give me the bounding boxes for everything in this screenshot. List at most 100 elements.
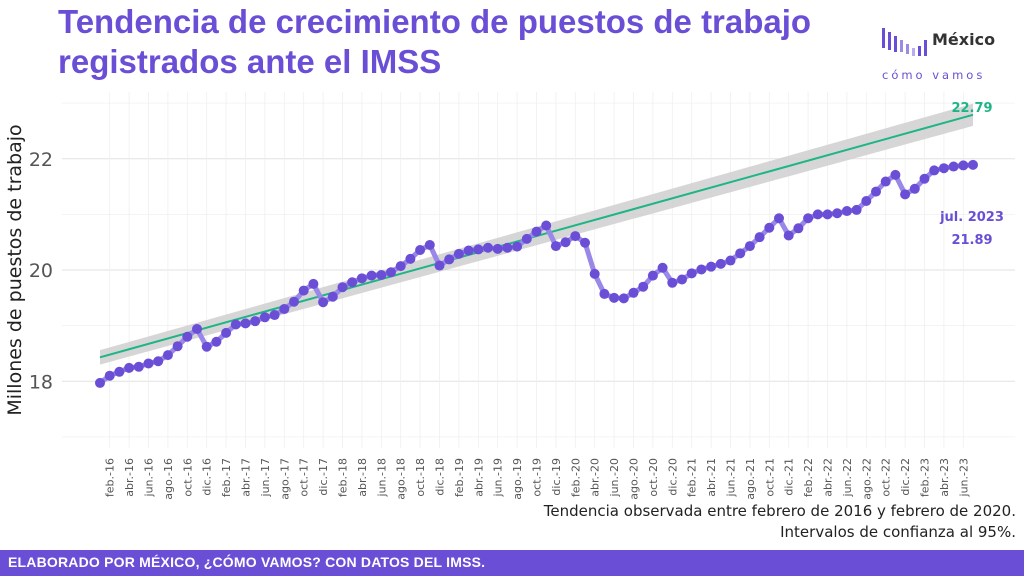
x-tick-label: dic.-19 (550, 458, 563, 496)
data-point (444, 254, 455, 265)
x-tick-label: ago.-20 (628, 458, 641, 500)
data-point (696, 264, 707, 275)
data-point (521, 233, 532, 244)
x-tick-label: oct.-19 (531, 458, 544, 497)
data-point (541, 220, 552, 231)
x-tick-label: jun.-19 (492, 458, 505, 497)
data-point (259, 312, 270, 323)
data-point (677, 274, 687, 285)
data-point (803, 213, 814, 224)
x-tick-label: abr.-18 (356, 458, 369, 497)
data-point (909, 183, 920, 194)
data-point (153, 356, 164, 367)
x-tick-label: abr.-16 (123, 458, 136, 497)
x-tick-label: jun.-16 (143, 458, 156, 497)
data-point (386, 267, 396, 278)
x-tick-label: dic.-22 (899, 458, 912, 496)
data-point (968, 159, 978, 170)
trend-end-label: 22.79 (951, 101, 992, 116)
data-point (628, 287, 639, 298)
data-point (744, 241, 755, 252)
data-point (599, 288, 610, 299)
logo-subtitle: cómo vamos (882, 68, 986, 82)
data-point (832, 208, 843, 219)
data-point (900, 189, 911, 200)
x-tick-label: jun.-20 (608, 458, 621, 497)
data-point (735, 248, 746, 259)
data-point (356, 273, 367, 284)
data-point (124, 362, 135, 373)
x-tick-label: abr.-23 (938, 458, 951, 497)
x-tick-label: abr.-22 (822, 458, 835, 497)
data-point (133, 361, 144, 372)
x-tick-label: jun.-18 (375, 458, 388, 497)
x-tick-label: jun.-23 (957, 458, 970, 497)
data-point (560, 237, 571, 248)
data-point (473, 244, 484, 255)
x-tick-label: ago.-19 (511, 458, 524, 500)
x-tick-label: dic.-21 (783, 458, 796, 496)
data-point (919, 173, 930, 184)
x-tick-label: jun.-21 (725, 458, 738, 497)
x-tick-label: feb.-19 (453, 458, 466, 497)
data-point (580, 237, 590, 248)
data-point (221, 327, 232, 338)
x-tick-label: oct.-18 (414, 458, 427, 497)
last-date-label: jul. 2023 (939, 210, 1004, 225)
data-point (783, 230, 794, 241)
x-tick-label: dic.-18 (434, 458, 447, 496)
x-tick-label: jun.-17 (259, 458, 272, 497)
data-point (318, 297, 329, 308)
mexico-como-vamos-logo: México cómo vamos (880, 26, 1020, 88)
data-point (774, 213, 784, 224)
data-point (201, 341, 212, 352)
data-point (492, 243, 503, 254)
data-point (104, 370, 115, 381)
data-point (861, 196, 872, 207)
data-point (618, 293, 629, 304)
data-point (638, 281, 649, 292)
data-point (929, 165, 940, 176)
y-axis-label: Millones de puestos de trabajo (4, 124, 26, 415)
last-value-label: 21.89 (951, 233, 992, 248)
data-point (715, 258, 726, 269)
data-point (647, 270, 658, 281)
data-point (298, 285, 309, 296)
y-tick-label: 20 (29, 260, 53, 282)
x-tick-label: oct.-16 (181, 458, 194, 497)
x-tick-label: feb.-18 (337, 458, 350, 497)
data-point (948, 161, 959, 172)
x-tick-label: ago.-18 (395, 458, 408, 500)
data-point (337, 282, 348, 293)
data-point (871, 186, 881, 197)
data-point (483, 242, 493, 253)
x-tick-label: feb.-22 (802, 458, 815, 497)
x-tick-label: feb.-21 (686, 458, 699, 497)
series-layer (95, 159, 978, 388)
data-point (250, 316, 261, 327)
chart-grid (62, 92, 1015, 448)
data-point (453, 248, 464, 259)
data-point (512, 241, 523, 252)
data-point (162, 350, 173, 361)
data-point (405, 253, 416, 264)
data-point (550, 241, 561, 252)
data-point (424, 239, 435, 250)
x-tick-label: feb.-16 (104, 458, 117, 497)
data-point (463, 245, 474, 256)
data-point (114, 366, 125, 377)
logo-name: México (932, 30, 996, 49)
x-tick-label: ago.-22 (860, 458, 873, 500)
data-point (890, 169, 901, 180)
x-tick-label: feb.-17 (220, 458, 233, 497)
data-point (686, 268, 697, 279)
x-tick-label: dic.-20 (666, 458, 679, 496)
data-point (95, 377, 105, 388)
data-point (230, 319, 241, 330)
footer-credit: ELABORADO POR MÉXICO, ¿CÓMO VAMOS? CON D… (8, 554, 486, 570)
x-tick-label: oct.-21 (763, 458, 776, 497)
data-point (269, 310, 280, 321)
data-point (240, 318, 251, 329)
